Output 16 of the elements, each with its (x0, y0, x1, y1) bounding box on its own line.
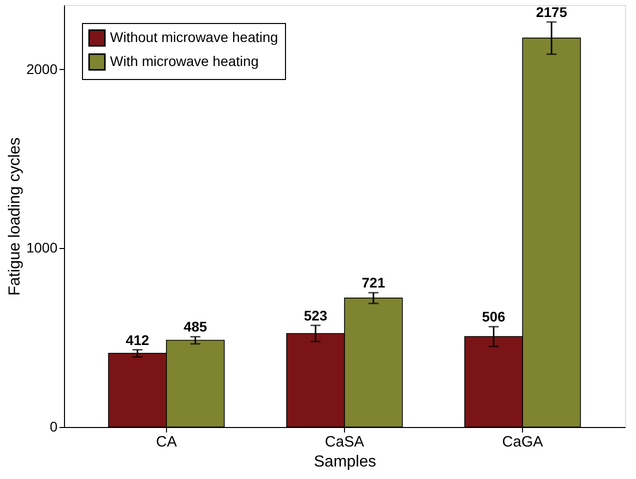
y-axis-title: Fatigue loading cycles (6, 137, 24, 296)
data-label: 485 (184, 318, 208, 335)
x-tick-label: CA (156, 434, 177, 450)
x-axis-title: Samples (314, 454, 376, 470)
x-tick-label: CaSA (324, 434, 364, 450)
legend-label: Without microwave heating (110, 29, 278, 45)
data-label: 721 (362, 274, 386, 291)
data-label: 506 (482, 308, 506, 325)
data-label: 2175 (536, 4, 568, 20)
y-tick-label: 2000 (26, 60, 58, 77)
data-label: 523 (304, 307, 328, 324)
data-label: 412 (126, 332, 150, 348)
y-tick-label: 1000 (26, 240, 58, 256)
legend-label: With microwave heating (110, 53, 259, 69)
x-tick-label: CaGA (502, 434, 544, 450)
y-tick-label: 0 (50, 418, 58, 434)
